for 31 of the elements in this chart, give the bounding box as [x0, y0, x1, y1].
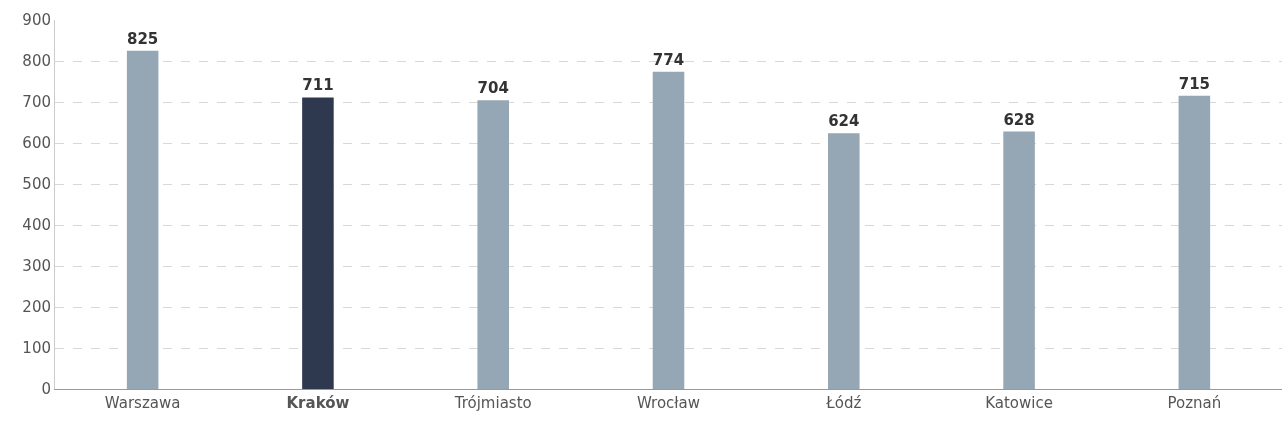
y-tick-label: 300 [22, 257, 51, 276]
bar [828, 133, 860, 389]
data-label: 624 [828, 112, 860, 131]
x-tick-label: Trójmiasto [453, 394, 532, 412]
x-tick-label: Kraków [286, 394, 350, 412]
bar [1003, 131, 1035, 389]
data-label: 628 [1003, 110, 1035, 129]
y-tick-label: 500 [22, 175, 51, 194]
y-tick-label: 100 [22, 339, 51, 358]
bar [1178, 95, 1211, 389]
x-tick-label: Wrocław [636, 394, 701, 412]
data-label: 774 [652, 50, 685, 69]
y-tick-label: 800 [22, 52, 51, 71]
data-label: 704 [477, 79, 509, 98]
data-label: 715 [1178, 74, 1211, 93]
x-tick-label: Warszawa [104, 394, 181, 412]
bar [126, 50, 159, 389]
x-tick-label: Łódź [825, 394, 862, 412]
data-label: 711 [302, 76, 334, 95]
y-tick-label: 400 [22, 216, 51, 235]
y-tick-label: 0 [41, 380, 51, 399]
y-tick-label: 600 [22, 134, 51, 153]
y-tick-label: 200 [22, 298, 51, 317]
y-tick-label: 700 [22, 93, 51, 112]
data-label: 825 [126, 29, 159, 48]
y-tick-label: 900 [22, 11, 51, 30]
bar [652, 71, 685, 389]
x-tick-label: Poznań [1167, 394, 1222, 412]
bar [302, 97, 334, 389]
bar [477, 100, 509, 389]
x-tick-label: Katowice [985, 394, 1053, 412]
